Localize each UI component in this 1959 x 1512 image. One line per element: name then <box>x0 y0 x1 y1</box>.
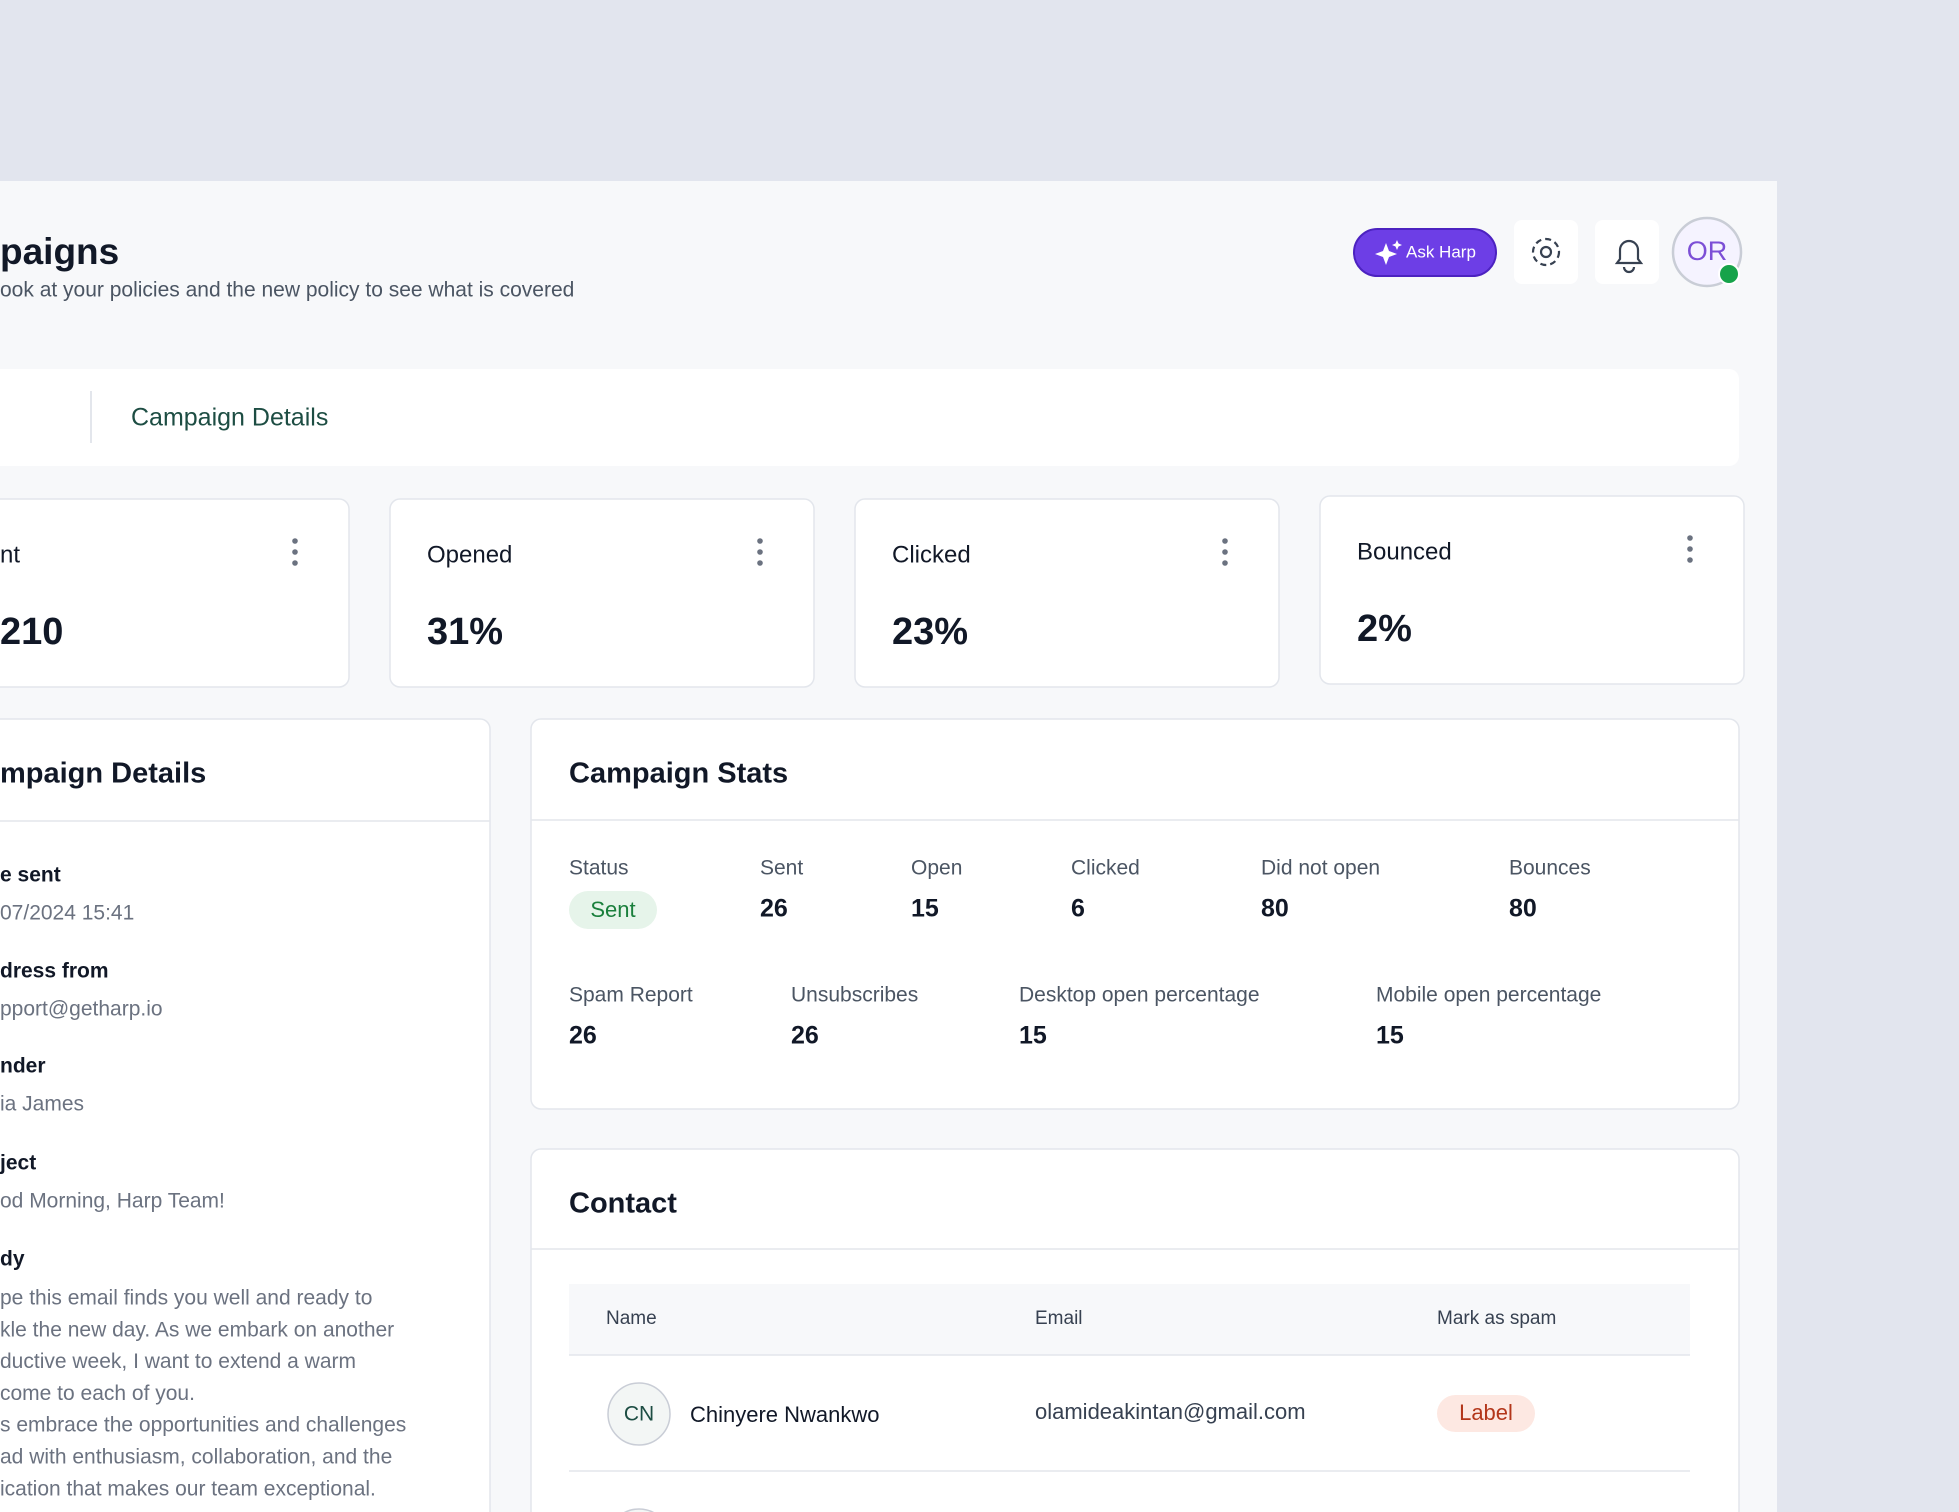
body-line: s embrace the opportunities and challeng… <box>0 1414 406 1437</box>
field-label: dress from <box>0 960 109 983</box>
menu-dot <box>1687 557 1693 563</box>
stat-item-label: Did not open <box>1261 857 1380 880</box>
avatar-button[interactable]: OR <box>1671 216 1743 288</box>
contact-initials: CN <box>624 1403 654 1426</box>
ask-button-bg <box>1353 228 1497 277</box>
stat-label: Opened <box>427 541 512 568</box>
stat-item-label: Unsubscribes <box>791 984 918 1007</box>
notifications-button[interactable] <box>1595 220 1659 284</box>
stat-value: 2% <box>1357 608 1412 650</box>
stat-card <box>0 498 350 688</box>
menu-dot <box>757 549 763 555</box>
menu-dot <box>292 549 298 555</box>
stat-item-value: 80 <box>1509 895 1537 923</box>
stat-card <box>1319 495 1745 685</box>
stat-item-value: 6 <box>1071 895 1085 923</box>
field-label: ject <box>0 1152 36 1175</box>
menu-dot <box>1687 546 1693 552</box>
stat-item-label: Sent <box>760 857 803 880</box>
details-card <box>0 718 491 1512</box>
field-value: ia James <box>0 1093 84 1116</box>
stat-value: 23% <box>892 611 968 653</box>
field-label: dy <box>0 1248 25 1271</box>
bell-bg <box>1595 220 1659 284</box>
stat-item-label: Mobile open percentage <box>1376 984 1601 1007</box>
page-subtitle: ook at your policies and the new policy … <box>0 279 574 302</box>
field-value: pport@getharp.io <box>0 998 163 1021</box>
column-header: Name <box>606 1308 657 1329</box>
stat-item-value: 15 <box>911 895 939 923</box>
avatar-initials: OR <box>1687 236 1728 266</box>
gear-icon <box>1531 237 1561 267</box>
stat-value: 31% <box>427 611 503 653</box>
stat-item-label: Status <box>569 857 629 880</box>
bell-icon <box>1614 239 1644 274</box>
stat-item-label: Desktop open percentage <box>1019 984 1260 1007</box>
field-value: od Morning, Harp Team! <box>0 1190 225 1213</box>
menu-dot <box>292 560 298 566</box>
stat-item-value: 15 <box>1376 1022 1404 1050</box>
settings-bg <box>1514 220 1578 284</box>
column-header: Mark as spam <box>1437 1308 1556 1329</box>
menu-dot <box>1222 549 1228 555</box>
menu-dot <box>1222 560 1228 566</box>
stat-item-label: Spam Report <box>569 984 693 1007</box>
active-tab[interactable]: Campaign Details <box>131 404 328 432</box>
column-header: Email <box>1035 1308 1083 1329</box>
menu-dot <box>1222 538 1228 544</box>
stat-item-value: 26 <box>791 1022 819 1050</box>
stat-item-label: Open <box>911 857 962 880</box>
stat-card <box>854 498 1280 688</box>
settings-button[interactable] <box>1514 220 1578 284</box>
table-header <box>569 1284 1690 1355</box>
body-line: come to each of you. <box>0 1382 195 1405</box>
contact-avatar <box>607 1382 671 1446</box>
stat-item-value: 26 <box>760 895 788 923</box>
details-title: mpaign Details <box>0 758 206 790</box>
contact-title: Contact <box>569 1188 677 1220</box>
spam-pill <box>1437 1395 1535 1432</box>
stat-label: nt <box>0 541 20 568</box>
field-value: 07/2024 15:41 <box>0 902 134 925</box>
stats-card <box>530 718 1740 1110</box>
stats-title: Campaign Stats <box>569 758 788 790</box>
stat-value: 210 <box>0 611 63 653</box>
status-value: Sent <box>590 897 635 922</box>
online-dot <box>1718 263 1740 285</box>
body-line: ication that makes our team exceptional. <box>0 1477 376 1500</box>
menu-dot <box>757 538 763 544</box>
field-label: nder <box>0 1055 46 1078</box>
status-pill <box>569 891 657 929</box>
stat-label: Clicked <box>892 541 971 568</box>
body-line: ad with enthusiasm, collaboration, and t… <box>0 1446 392 1469</box>
tab-bar <box>0 369 1739 466</box>
gear-center <box>1539 245 1553 259</box>
next-row-avatar <box>624 1508 654 1512</box>
stat-item-value: 15 <box>1019 1022 1047 1050</box>
page-title: paigns <box>0 231 119 272</box>
menu-dot <box>292 538 298 544</box>
stat-card <box>389 498 815 688</box>
menu-dot <box>1687 535 1693 541</box>
field-label: e sent <box>0 864 61 887</box>
ask-button-label: Ask Harp <box>1406 242 1476 261</box>
stat-item-label: Bounces <box>1509 857 1591 880</box>
stat-item-label: Clicked <box>1071 857 1140 880</box>
contact-name: Chinyere Nwankwo <box>690 1402 880 1427</box>
contact-email: olamideakintan@gmail.com <box>1035 1399 1306 1424</box>
body-line: kle the new day. As we embark on another <box>0 1318 394 1341</box>
stat-item-value: 80 <box>1261 895 1289 923</box>
spam-label: Label <box>1459 1400 1513 1425</box>
ask-harp-button[interactable]: Ask Harp <box>1353 228 1497 277</box>
menu-dot <box>757 560 763 566</box>
body-line: pe this email finds you well and ready t… <box>0 1287 372 1310</box>
sparkle-icon <box>1375 240 1402 265</box>
body-line: ductive week, I want to extend a warm <box>0 1350 356 1373</box>
stat-item-value: 26 <box>569 1022 597 1050</box>
stat-label: Bounced <box>1357 538 1452 565</box>
